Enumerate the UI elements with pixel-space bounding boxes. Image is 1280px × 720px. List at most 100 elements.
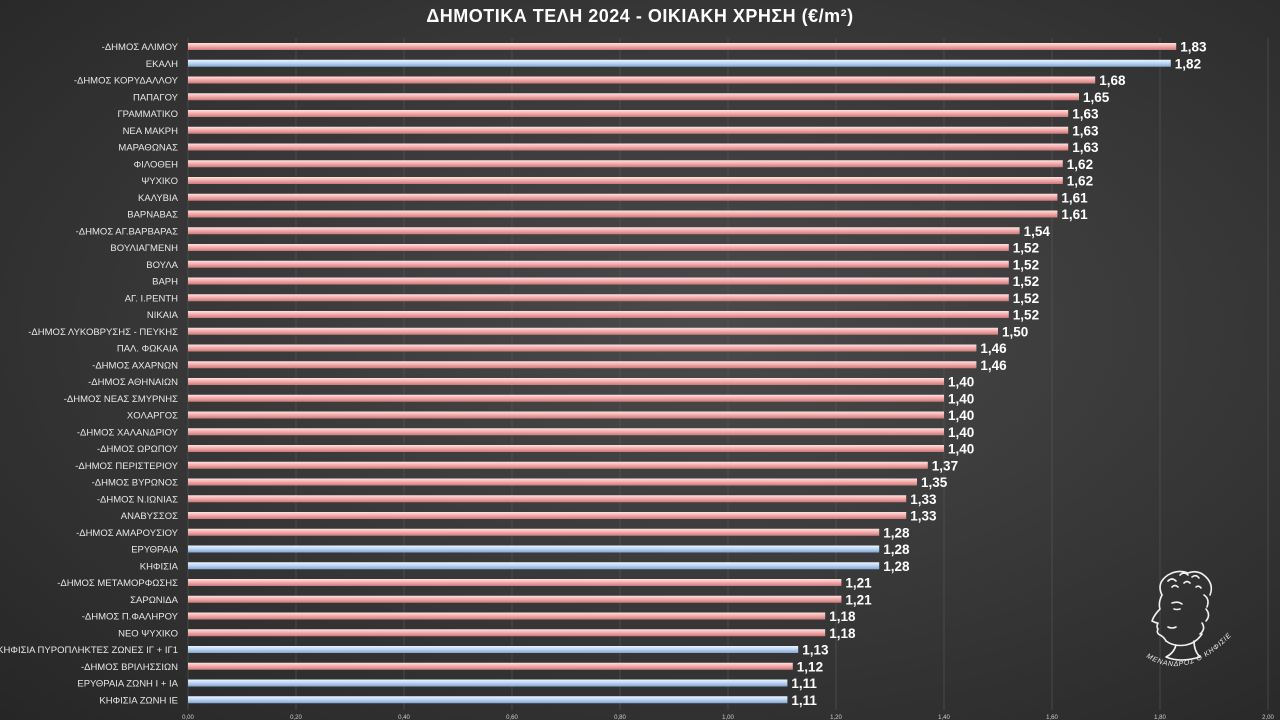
bar [188,110,1069,117]
bar [188,646,799,653]
x-tick-label: 0,00 [182,715,194,720]
bar [188,512,907,519]
bar [188,344,977,352]
value-label: 1,40 [948,375,974,390]
category-label: -ΔΗΜΟΣ Ν.ΙΩΝΙΑΣ [97,494,178,505]
value-label: 1,52 [1013,257,1039,272]
bar [188,93,1079,101]
category-label: ΜΑΡΑΘΩΝΑΣ [118,143,178,154]
category-label: -ΔΗΜΟΣ ΠΕΡΙΣΤΕΡΙΟΥ [75,461,178,472]
value-label: 1,46 [980,358,1007,373]
category-label: ΦΙΛΟΘΕΗ [134,159,178,170]
bar [188,160,1063,168]
category-label: -ΔΗΜΟΣ ΜΕΤΑΜΟΡΦΩΣΗΣ [57,578,178,589]
category-label: ΒΟΥΛΑ [146,260,178,271]
value-label: 1,54 [1024,224,1051,239]
category-label: ΚΗΦΙΣΙΑ ΠΥΡΟΠΛΗΚΤΕΣ ΖΩΝΕΣ ΙΓ + ΙΓ1 [0,645,178,656]
logo-caption: ΜΕΝΑΝΔΡΟΣ Ο ΚΗΦΙΣΙΕΥΣ [1132,565,1232,668]
category-label: ΕΚΑΛΗ [146,59,178,70]
x-tick-label: 0,20 [290,715,302,720]
category-label: ΒΟΥΛΙΑΓΜΕΝΗ [110,243,178,254]
category-label: ΒΑΡΗ [152,277,178,288]
bar [188,244,1009,251]
category-label: ΝΕΟ ΨΥΧΙΚΟ [118,628,178,639]
category-label: ΚΗΦΙΣΙΑ ΖΩΝΗ ΙΕ [99,695,178,706]
value-label: 1,11 [791,693,817,708]
svg-text:ΜΕΝΑΝΔΡΟΣ Ο ΚΗΦΙΣΙΕΥΣ: ΜΕΝΑΝΔΡΟΣ Ο ΚΗΦΙΣΙΕΥΣ [1132,565,1233,668]
bar [188,478,917,486]
bar [188,327,998,335]
value-label: 1,11 [791,676,817,691]
bar [188,679,788,687]
x-tick-label: 1,60 [1046,715,1058,720]
value-label: 1,61 [1061,190,1088,205]
menander-bust-icon: ΜΕΝΑΝΔΡΟΣ Ο ΚΗΦΙΣΙΕΥΣ [1132,565,1233,668]
value-label: 1,46 [980,341,1007,356]
category-label: ΕΡΥΘΡΑΙΑ [131,545,178,556]
value-label: 1,40 [948,442,974,457]
value-label: 1,52 [1013,274,1039,289]
category-label: -ΔΗΜΟΣ ΒΡΙΛΗΣΣΙΩΝ [81,662,178,673]
bar [188,193,1058,201]
chart-title: ΔΗΜΟΤΙΚΑ ΤΕΛΗ 2024 - ΟΙΚΙΑΚΗ ΧΡΗΣΗ (€/m²… [426,6,854,26]
bar [188,612,826,620]
bar [188,545,880,553]
value-label: 1,37 [932,458,958,473]
bar [188,177,1063,184]
category-label: ΝΕΑ ΜΑΚΡΗ [123,126,179,137]
bar [188,696,788,704]
category-label: -ΔΗΜΟΣ ΒΥΡΩΝΟΣ [92,478,179,489]
category-label: -ΔΗΜΟΣ ΛΥΚΟΒΡΥΣΗΣ - ΠΕΥΚΗΣ [28,327,178,338]
value-label: 1,82 [1175,56,1201,71]
category-label: ΓΡΑΜΜΑΤΙΚΟ [117,109,178,120]
category-label: ΧΟΛΑΡΓΟΣ [127,411,178,422]
category-label: -ΔΗΜΟΣ ΑΜΑΡΟΥΣΙΟΥ [76,528,179,539]
bar [188,461,928,469]
bar [188,59,1171,67]
bar [188,260,1009,268]
category-label: ΠΑΠΑΓΟΥ [133,92,179,103]
category-label: ΚΑΛΥΒΙΑ [138,193,179,204]
value-label: 1,33 [910,492,937,507]
value-label: 1,33 [910,509,937,524]
value-label: 1,18 [829,609,856,624]
bar [188,210,1058,218]
category-label: ΒΑΡΝΑΒΑΣ [127,210,178,221]
bar [188,361,977,369]
value-label: 1,65 [1083,90,1110,105]
value-label: 1,63 [1072,140,1099,155]
category-label: ΣΑΡΩΝΙΔΑ [130,595,178,606]
bar [188,143,1069,151]
value-label: 1,52 [1013,308,1039,323]
x-tick-label: 0,60 [506,715,518,720]
category-label: ΕΡΥΘΡΑΙΑ ΖΩΝΗ Ι + ΙΑ [77,679,178,690]
bar [188,43,1177,50]
category-label: ΑΝΑΒΥΣΣΟΣ [121,511,178,522]
bar [188,378,944,385]
x-tick-label: 0,40 [398,715,410,720]
category-label: ΚΗΦΙΣΙΑ [140,561,179,572]
bar [188,294,1009,302]
value-label: 1,21 [845,592,872,607]
value-label: 1,21 [845,576,872,591]
bar [188,579,842,586]
category-label: ΝΙΚΑΙΑ [147,310,179,321]
bar [188,562,880,570]
bar [188,126,1069,134]
value-label: 1,61 [1061,207,1088,222]
category-label: -ΔΗΜΟΣ ΚΟΡΥΔΑΛΛΟΥ [74,76,179,87]
bar [188,394,944,402]
bar [188,445,944,452]
value-label: 1,52 [1013,241,1039,256]
category-label: -ΔΗΜΟΣ ΝΕΑΣ ΣΜΥΡΝΗΣ [64,394,178,405]
value-label: 1,12 [797,659,823,674]
bar [188,277,1009,285]
x-tick-label: 1,40 [938,715,950,720]
category-label: ΠΑΛ. ΦΩΚΑΙΑ [117,344,179,355]
value-label: 1,28 [883,559,910,574]
bar [188,495,907,503]
value-label: 1,40 [948,391,974,406]
x-tick-label: 1,20 [830,715,842,720]
value-label: 1,40 [948,425,974,440]
